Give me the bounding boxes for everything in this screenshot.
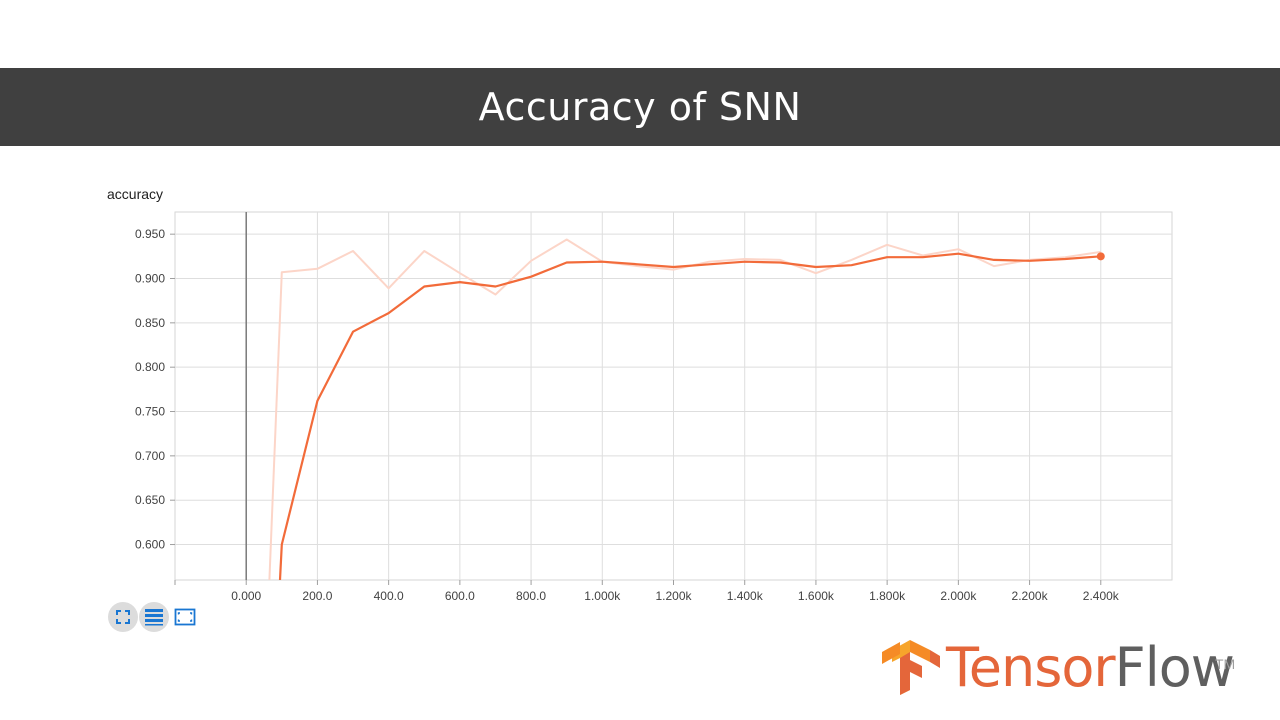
tensorflow-logo-icon	[882, 640, 940, 695]
x-tick-label: 1.000k	[584, 589, 621, 603]
title-bar: Accuracy of SNN	[0, 68, 1280, 146]
x-tick-label: 2.200k	[1012, 589, 1049, 603]
x-tick-label: 2.000k	[940, 589, 977, 603]
chart-area: 0.600 0.650 0.700 0.750 0.800 0.850 0.900 0.950…	[0, 150, 1280, 620]
y-tick-label: 0.600	[135, 538, 165, 552]
x-tick-label: 400.0	[374, 589, 404, 603]
x-tick-label: 800.0	[516, 589, 546, 603]
y-tick-label: 0.750	[135, 405, 165, 419]
raw-accuracy-line	[268, 238, 1101, 581]
x-tick-label: 0.000	[231, 589, 261, 603]
tensorflow-logo: TensorFlow TM	[882, 632, 1242, 702]
expand-button[interactable]	[108, 602, 138, 632]
chart-title: accuracy	[107, 186, 164, 202]
smoothed-accuracy-line	[278, 252, 1101, 581]
fit-domain-icon	[174, 608, 196, 626]
logo-word-tensor: Tensor	[946, 636, 1116, 699]
logo-wordmark: TensorFlow	[946, 636, 1235, 699]
logo-word-flow: Flow	[1114, 636, 1235, 699]
expand-icon	[116, 610, 130, 624]
toggle-y-log-button[interactable]	[139, 602, 169, 632]
y-tick-label: 0.950	[135, 227, 165, 241]
x-tick-label: 200.0	[302, 589, 332, 603]
x-tick-label: 2.400k	[1083, 589, 1120, 603]
y-tick-label: 0.650	[135, 493, 165, 507]
accuracy-chart: 0.600 0.650 0.700 0.750 0.800 0.850 0.900 0.950…	[135, 211, 1173, 603]
last-point-marker	[1096, 252, 1105, 261]
fit-domain-button[interactable]	[170, 602, 200, 632]
x-tick-label: 1.600k	[798, 589, 835, 603]
y-tick-label: 0.800	[135, 360, 165, 374]
slide-title: Accuracy of SNN	[478, 85, 802, 129]
y-tick-label: 0.850	[135, 316, 165, 330]
logo-trademark: TM	[1215, 656, 1236, 672]
x-tick-label: 1.800k	[869, 589, 906, 603]
y-tick-label: 0.900	[135, 272, 165, 286]
x-tick-label: 600.0	[445, 589, 475, 603]
x-tick-label: 1.200k	[655, 589, 692, 603]
list-icon	[145, 609, 163, 626]
x-tick-label: 1.400k	[727, 589, 764, 603]
chart-toolbar	[108, 602, 200, 632]
y-tick-label: 0.700	[135, 449, 165, 463]
